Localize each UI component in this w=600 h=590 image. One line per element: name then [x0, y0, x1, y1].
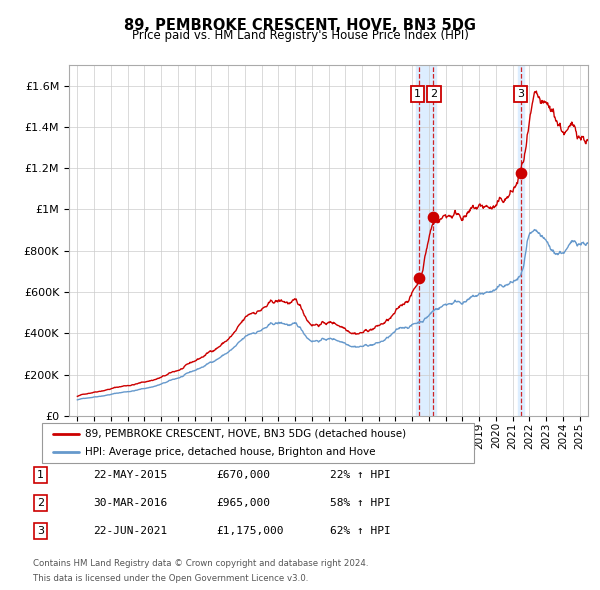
- Text: 2: 2: [37, 498, 44, 507]
- Text: 30-MAR-2016: 30-MAR-2016: [93, 498, 167, 507]
- FancyBboxPatch shape: [42, 423, 474, 463]
- Text: 22-JUN-2021: 22-JUN-2021: [93, 526, 167, 536]
- Text: 89, PEMBROKE CRESCENT, HOVE, BN3 5DG (detached house): 89, PEMBROKE CRESCENT, HOVE, BN3 5DG (de…: [85, 429, 406, 439]
- Text: £1,175,000: £1,175,000: [216, 526, 284, 536]
- Text: 62% ↑ HPI: 62% ↑ HPI: [330, 526, 391, 536]
- Text: 2: 2: [430, 89, 437, 99]
- Text: 3: 3: [517, 89, 524, 99]
- Point: [428, 212, 438, 221]
- Text: 22% ↑ HPI: 22% ↑ HPI: [330, 470, 391, 480]
- Point: [414, 273, 424, 283]
- Text: Contains HM Land Registry data © Crown copyright and database right 2024.: Contains HM Land Registry data © Crown c…: [33, 559, 368, 568]
- Text: 1: 1: [37, 470, 44, 480]
- Point: [516, 169, 526, 178]
- Text: 3: 3: [37, 526, 44, 536]
- Text: 58% ↑ HPI: 58% ↑ HPI: [330, 498, 391, 507]
- Text: 1: 1: [414, 89, 421, 99]
- Text: 89, PEMBROKE CRESCENT, HOVE, BN3 5DG: 89, PEMBROKE CRESCENT, HOVE, BN3 5DG: [124, 18, 476, 32]
- Bar: [518, 65, 524, 416]
- Text: Price paid vs. HM Land Registry's House Price Index (HPI): Price paid vs. HM Land Registry's House …: [131, 30, 469, 42]
- Text: £965,000: £965,000: [216, 498, 270, 507]
- Text: 22-MAY-2015: 22-MAY-2015: [93, 470, 167, 480]
- Text: This data is licensed under the Open Government Licence v3.0.: This data is licensed under the Open Gov…: [33, 574, 308, 583]
- Text: HPI: Average price, detached house, Brighton and Hove: HPI: Average price, detached house, Brig…: [85, 447, 376, 457]
- Bar: [416, 65, 436, 416]
- Text: £670,000: £670,000: [216, 470, 270, 480]
